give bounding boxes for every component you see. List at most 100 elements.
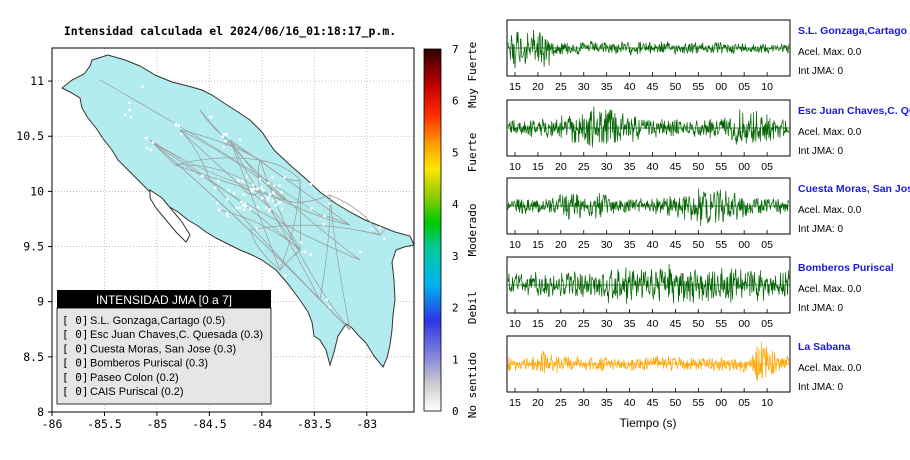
town-marker <box>251 190 254 193</box>
waveform-trace <box>507 341 790 381</box>
colorbar-tick-label: 4 <box>452 198 459 211</box>
town-marker <box>209 115 213 119</box>
town-marker <box>217 179 220 183</box>
waveform-tick-label: 10 <box>509 318 521 330</box>
waveform-tick-label: 25 <box>578 318 590 330</box>
road <box>179 129 241 186</box>
legend-item-value: [ 0] <box>62 328 89 341</box>
town-marker <box>267 181 270 185</box>
town-marker <box>255 227 259 230</box>
road <box>259 189 351 226</box>
town-marker <box>252 187 256 191</box>
town-marker <box>174 123 178 127</box>
town-marker <box>303 250 307 254</box>
road <box>174 164 286 201</box>
road <box>239 184 301 251</box>
road <box>284 194 331 203</box>
waveform-panel: 15 20 25 30 35 40 45 50 55 00 05 10 La Sabana Acel. M… <box>506 335 862 409</box>
waveform-tick-label: 35 <box>601 397 613 409</box>
town-marker <box>243 202 246 205</box>
legend-item-value: [ 0] <box>62 385 89 398</box>
waveform-tick-label: 25 <box>578 161 590 173</box>
waveform-tick-label: 55 <box>692 397 704 409</box>
colorbar-class-label: Fuerte <box>466 133 479 173</box>
town-marker <box>322 223 326 226</box>
legend-item-value: [ 0] <box>62 357 89 370</box>
waveform-tick-label: 15 <box>509 397 521 409</box>
town-marker <box>258 177 262 181</box>
town-marker <box>221 135 225 139</box>
town-marker <box>279 201 283 204</box>
town-marker <box>272 184 276 187</box>
y-tick-label: 10.5 <box>16 129 44 143</box>
town-marker <box>222 133 225 136</box>
road <box>179 129 261 161</box>
town-marker <box>177 124 181 127</box>
y-tick-label: 10 <box>30 184 44 198</box>
town-marker <box>151 141 155 144</box>
waveform-tick-label: 25 <box>578 239 590 251</box>
town-marker <box>242 203 245 207</box>
legend-body <box>56 307 272 405</box>
town-marker <box>227 189 231 192</box>
town-marker <box>226 211 229 215</box>
waveform-tick-label: 35 <box>624 239 636 251</box>
waveform-tick-label: 50 <box>692 239 704 251</box>
waveform-tick-label: 20 <box>555 318 567 330</box>
town-marker <box>342 336 345 339</box>
waveform-tick-label: 20 <box>555 161 567 173</box>
town-marker <box>241 179 244 183</box>
town-marker <box>251 183 255 187</box>
waveform-tick-label: 05 <box>738 397 750 409</box>
waveform-tick-label: 55 <box>715 239 727 251</box>
road <box>174 157 261 166</box>
waveform-tick-label: 10 <box>761 397 773 409</box>
station-jma: Int JMA: 0 <box>798 303 843 314</box>
waveform-tick-label: 35 <box>624 318 636 330</box>
waveform-tick-label: 05 <box>738 81 750 93</box>
town-marker <box>141 85 144 89</box>
waveform-tick-label: 50 <box>670 81 682 93</box>
map-frame <box>51 47 415 413</box>
legend-item-label: Esc Juan Chaves,C. Quesada (0.3) <box>90 329 263 341</box>
station-name: S.L. Gonzaga,Cartago <box>798 25 907 37</box>
waveform-tick-label: 05 <box>761 161 773 173</box>
town-marker <box>216 201 219 205</box>
waveform-tick-label: 40 <box>624 397 636 409</box>
legend-item-value: [ 0] <box>62 314 89 327</box>
x-tick-label: -83.5 <box>297 417 332 431</box>
legend-header-bg <box>57 290 271 308</box>
colorbar-tick-label: 7 <box>452 43 459 56</box>
waveform-tick-label: 05 <box>761 239 773 251</box>
y-tick-label: 8 <box>37 405 44 419</box>
town-marker <box>325 298 329 301</box>
waveform-tick-label: 00 <box>738 318 750 330</box>
waveform-tick-label: 30 <box>601 161 613 173</box>
station-accel: Acel. Max. 0.0 <box>798 363 862 374</box>
nicoya-gulf-water <box>149 189 191 243</box>
road <box>259 189 321 301</box>
waveform-tick-label: 55 <box>715 318 727 330</box>
waveform-tick-label: 40 <box>647 239 659 251</box>
town-marker <box>124 113 127 117</box>
station-jma: Int JMA: 0 <box>798 224 843 235</box>
waveform-tick-label: 45 <box>647 81 659 93</box>
town-marker <box>225 133 228 136</box>
station-accel: Acel. Max. 0.0 <box>798 205 862 216</box>
station-name: Cuesta Moras, San Jose <box>798 183 910 195</box>
town-marker <box>248 207 252 211</box>
colorbar-tick-label: 1 <box>452 353 459 366</box>
x-tick-label: -84 <box>251 417 272 431</box>
legend-items: [ 0] S.L. Gonzaga,Cartago (0.5)[ 0] Esc Ju… <box>62 314 263 398</box>
town-marker <box>179 132 183 136</box>
town-marker <box>129 115 133 119</box>
road <box>249 229 281 271</box>
town-marker <box>235 206 238 209</box>
town-marker <box>310 207 313 210</box>
waveform-tick-label: 05 <box>761 318 773 330</box>
station-jma: Int JMA: 0 <box>798 66 843 77</box>
road <box>294 249 301 257</box>
town-marker <box>224 139 227 143</box>
legend-item-value: [ 0] <box>62 371 89 384</box>
waveform-tick-label: 10 <box>509 239 521 251</box>
